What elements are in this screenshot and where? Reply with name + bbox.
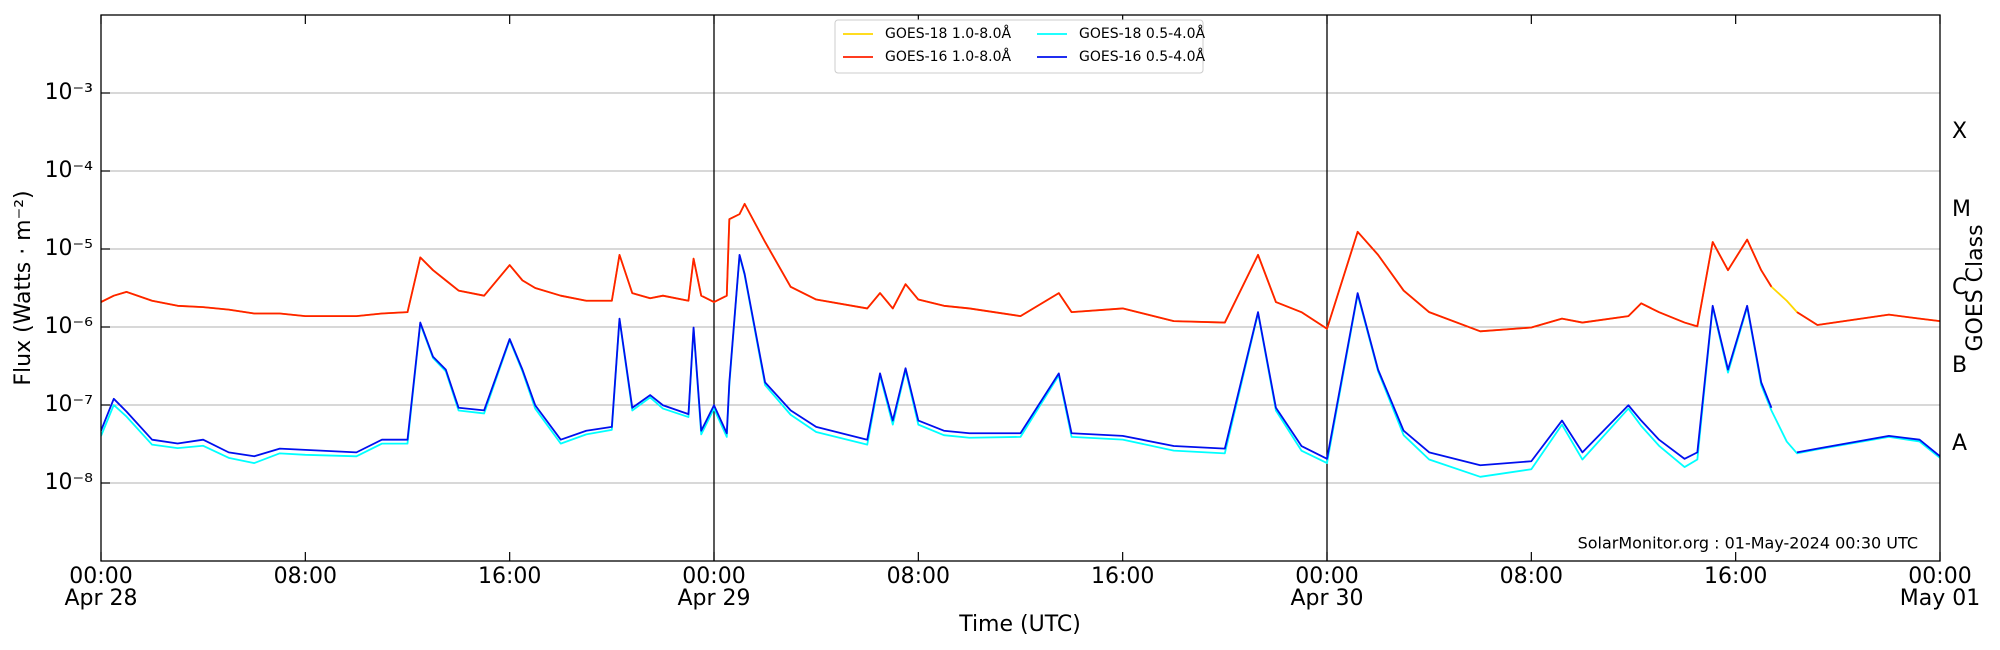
x-axis-label: Time (UTC) xyxy=(958,612,1081,637)
x-tick-label: 08:00 xyxy=(887,564,950,589)
y-tick-label: 10⁻³ xyxy=(45,80,93,105)
series-line xyxy=(101,202,1940,333)
x-tick-date: Apr 29 xyxy=(677,586,750,611)
legend-label: GOES-16 0.5-4.0Å xyxy=(1079,48,1205,65)
plot-frame xyxy=(100,14,1941,562)
x-tick-date: Apr 30 xyxy=(1290,586,1363,611)
x-tick-label: 08:00 xyxy=(274,564,337,589)
legend-label: GOES-18 0.5-4.0Å xyxy=(1079,25,1205,42)
y-tick-label: 10⁻⁶ xyxy=(45,314,94,339)
x-tick-date: May 01 xyxy=(1900,586,1980,611)
y-tick-label: 10⁻⁷ xyxy=(45,392,93,417)
annotation: SolarMonitor.org : 01-May-2024 00:30 UTC xyxy=(1578,534,1918,553)
y2-axis-label: GOES Class xyxy=(1963,224,1988,351)
x-tick-label: 16:00 xyxy=(1091,564,1154,589)
y-tick-label: 10⁻⁸ xyxy=(45,470,94,495)
legend-box xyxy=(834,19,1204,74)
x-tick-label: 00:00 xyxy=(1295,564,1358,589)
legend-label: GOES-16 1.0-8.0Å xyxy=(885,48,1011,65)
y2-tick-label: A xyxy=(1952,431,1967,456)
legend-label: GOES-18 1.0-8.0Å xyxy=(885,25,1011,42)
x-tick-label: 00:00 xyxy=(69,564,132,589)
y2-tick-label: C xyxy=(1952,275,1967,300)
series-line xyxy=(101,202,1940,333)
y2-tick-label: B xyxy=(1952,353,1967,378)
y2-tick-label: M xyxy=(1952,197,1971,222)
y2-tick-label: X xyxy=(1952,119,1967,144)
y-tick-label: 10⁻⁴ xyxy=(45,158,94,183)
x-tick-date: Apr 28 xyxy=(64,586,137,611)
x-tick-label: 16:00 xyxy=(478,564,541,589)
y-tick-label: 10⁻⁵ xyxy=(45,236,93,261)
x-tick-label: 16:00 xyxy=(1704,564,1767,589)
x-tick-label: 08:00 xyxy=(1500,564,1563,589)
y-axis-label: Flux (Watts · m⁻²) xyxy=(11,190,36,385)
x-tick-label: 00:00 xyxy=(1908,564,1971,589)
series-line xyxy=(101,253,1940,467)
x-tick-label: 00:00 xyxy=(682,564,745,589)
